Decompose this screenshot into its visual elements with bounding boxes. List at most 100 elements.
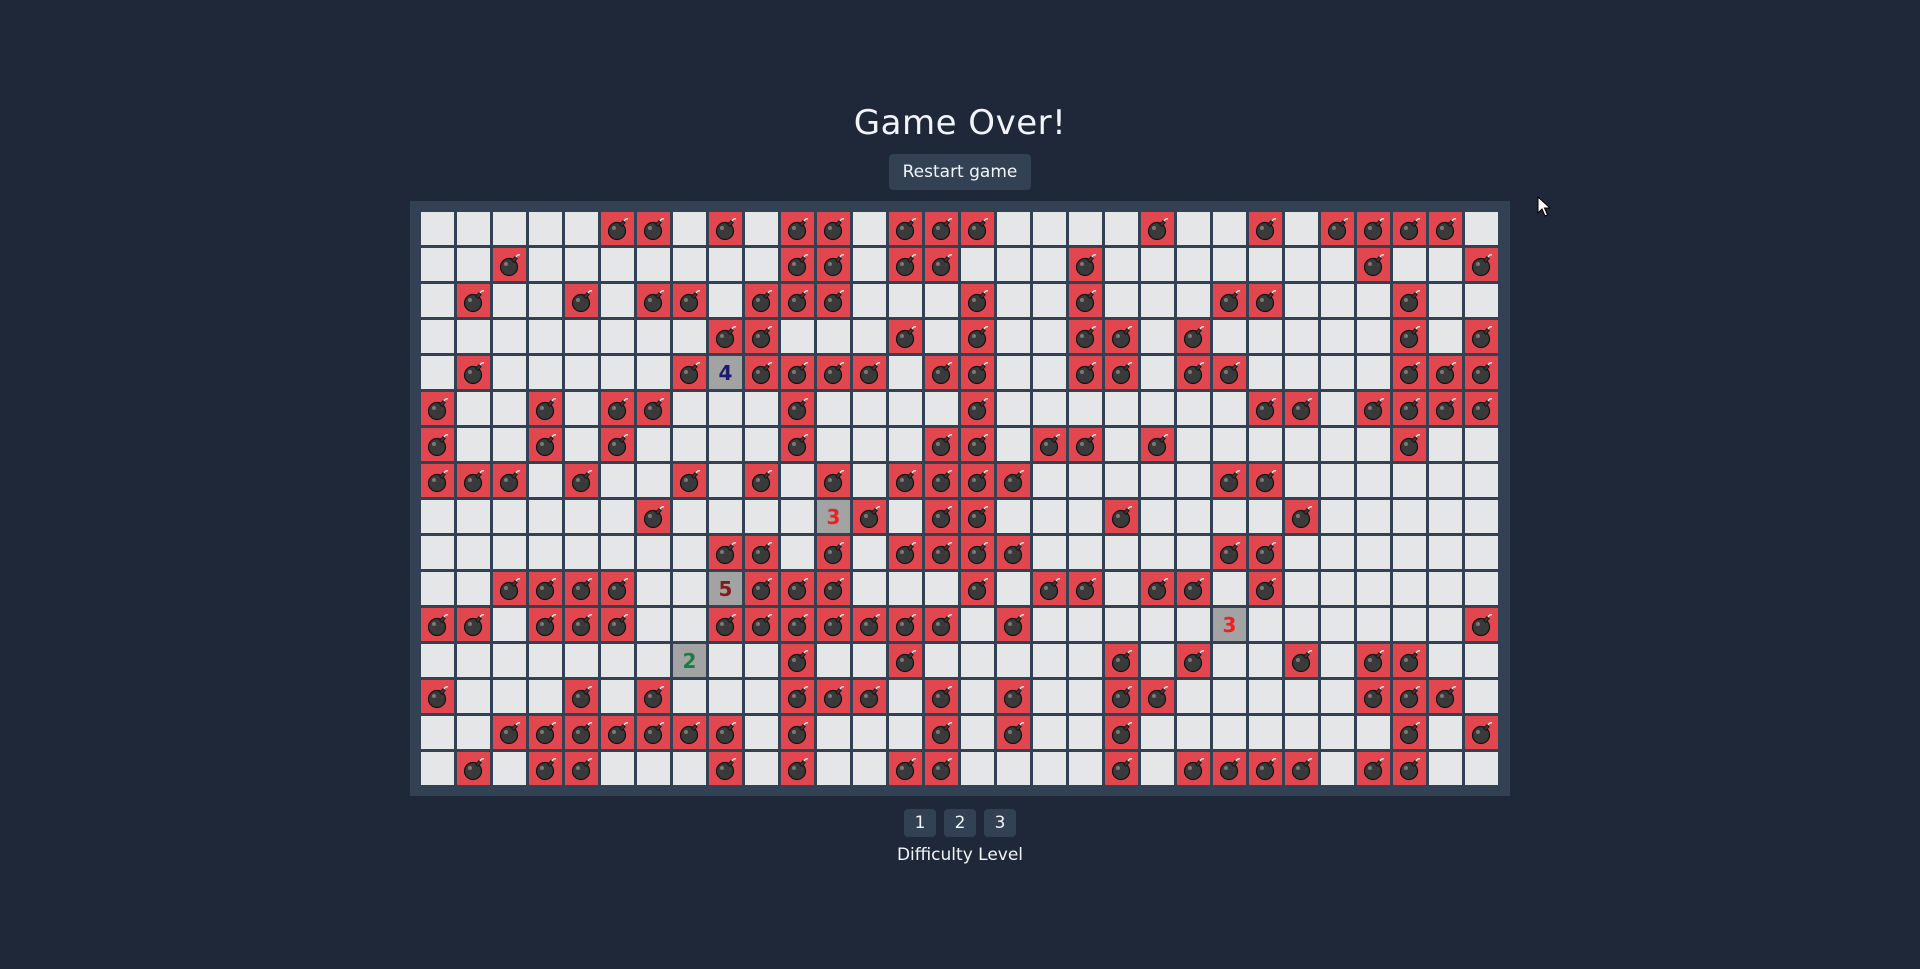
hidden-cell[interactable] <box>853 248 886 281</box>
hidden-cell[interactable] <box>853 212 886 245</box>
hidden-cell[interactable] <box>853 464 886 497</box>
hidden-cell[interactable] <box>925 320 958 353</box>
mine-cell[interactable] <box>601 572 634 605</box>
mine-cell[interactable] <box>1249 536 1282 569</box>
hidden-cell[interactable] <box>493 500 526 533</box>
mine-cell[interactable] <box>745 464 778 497</box>
hidden-cell[interactable] <box>637 428 670 461</box>
hidden-cell[interactable] <box>1033 680 1066 713</box>
mine-cell[interactable] <box>745 284 778 317</box>
mine-cell[interactable] <box>853 680 886 713</box>
mine-cell[interactable] <box>781 248 814 281</box>
mine-cell[interactable] <box>1177 572 1210 605</box>
hidden-cell[interactable] <box>781 320 814 353</box>
mine-cell[interactable] <box>457 356 490 389</box>
hidden-cell[interactable] <box>1429 500 1462 533</box>
hidden-cell[interactable] <box>1033 320 1066 353</box>
hidden-cell[interactable] <box>673 320 706 353</box>
mine-cell[interactable] <box>889 320 922 353</box>
mine-cell[interactable] <box>925 428 958 461</box>
mine-cell[interactable] <box>673 356 706 389</box>
hidden-cell[interactable] <box>961 644 994 677</box>
hidden-cell[interactable] <box>745 680 778 713</box>
hidden-cell[interactable] <box>493 536 526 569</box>
mine-cell[interactable] <box>781 572 814 605</box>
hidden-cell[interactable] <box>889 500 922 533</box>
mine-cell[interactable] <box>1213 284 1246 317</box>
mine-cell[interactable] <box>1285 392 1318 425</box>
hidden-cell[interactable] <box>457 536 490 569</box>
mine-cell[interactable] <box>1249 212 1282 245</box>
hidden-cell[interactable] <box>1429 644 1462 677</box>
hidden-cell[interactable] <box>493 212 526 245</box>
mine-cell[interactable] <box>781 752 814 785</box>
hidden-cell[interactable] <box>1429 248 1462 281</box>
mine-cell[interactable] <box>1357 248 1390 281</box>
hidden-cell[interactable] <box>529 248 562 281</box>
hidden-cell[interactable] <box>1069 608 1102 641</box>
hidden-cell[interactable] <box>457 644 490 677</box>
hidden-cell[interactable] <box>1105 212 1138 245</box>
mine-cell[interactable] <box>889 536 922 569</box>
hidden-cell[interactable] <box>1033 644 1066 677</box>
mine-cell[interactable] <box>1357 212 1390 245</box>
mine-cell[interactable] <box>889 752 922 785</box>
mine-cell[interactable] <box>817 536 850 569</box>
hidden-cell[interactable] <box>1357 536 1390 569</box>
mine-cell[interactable] <box>925 680 958 713</box>
hidden-cell[interactable] <box>1105 536 1138 569</box>
mine-cell[interactable] <box>709 212 742 245</box>
hidden-cell[interactable] <box>601 320 634 353</box>
mine-cell[interactable] <box>1069 248 1102 281</box>
hidden-cell[interactable] <box>817 752 850 785</box>
mine-cell[interactable] <box>1213 536 1246 569</box>
hidden-cell[interactable] <box>565 320 598 353</box>
hidden-cell[interactable] <box>421 716 454 749</box>
hidden-cell[interactable] <box>493 752 526 785</box>
mine-cell[interactable] <box>925 248 958 281</box>
mine-cell[interactable] <box>781 680 814 713</box>
hidden-cell[interactable] <box>781 536 814 569</box>
hidden-cell[interactable] <box>673 752 706 785</box>
hidden-cell[interactable] <box>457 716 490 749</box>
hidden-cell[interactable] <box>1357 572 1390 605</box>
mine-cell[interactable] <box>457 608 490 641</box>
difficulty-level-2-button[interactable]: 2 <box>944 809 976 837</box>
hidden-cell[interactable] <box>1393 608 1426 641</box>
hidden-cell[interactable] <box>1393 500 1426 533</box>
hidden-cell[interactable] <box>1213 248 1246 281</box>
mine-cell[interactable] <box>1069 284 1102 317</box>
mine-cell[interactable] <box>889 608 922 641</box>
hidden-cell[interactable] <box>1033 716 1066 749</box>
revealed-number-cell[interactable]: 3 <box>817 500 850 533</box>
hidden-cell[interactable] <box>529 500 562 533</box>
hidden-cell[interactable] <box>1285 572 1318 605</box>
mine-cell[interactable] <box>565 716 598 749</box>
hidden-cell[interactable] <box>1465 536 1498 569</box>
hidden-cell[interactable] <box>421 320 454 353</box>
hidden-cell[interactable] <box>493 392 526 425</box>
hidden-cell[interactable] <box>745 500 778 533</box>
revealed-number-cell[interactable]: 5 <box>709 572 742 605</box>
hidden-cell[interactable] <box>1069 716 1102 749</box>
hidden-cell[interactable] <box>889 284 922 317</box>
mine-cell[interactable] <box>1393 680 1426 713</box>
mine-cell[interactable] <box>1105 644 1138 677</box>
hidden-cell[interactable] <box>745 752 778 785</box>
hidden-cell[interactable] <box>601 752 634 785</box>
hidden-cell[interactable] <box>529 212 562 245</box>
hidden-cell[interactable] <box>1177 428 1210 461</box>
hidden-cell[interactable] <box>1177 608 1210 641</box>
mine-cell[interactable] <box>493 464 526 497</box>
hidden-cell[interactable] <box>457 428 490 461</box>
mine-cell[interactable] <box>781 212 814 245</box>
mine-cell[interactable] <box>925 356 958 389</box>
mine-cell[interactable] <box>1285 752 1318 785</box>
hidden-cell[interactable] <box>529 536 562 569</box>
mine-cell[interactable] <box>1069 356 1102 389</box>
hidden-cell[interactable] <box>1465 464 1498 497</box>
mine-cell[interactable] <box>637 500 670 533</box>
hidden-cell[interactable] <box>745 644 778 677</box>
hidden-cell[interactable] <box>1321 248 1354 281</box>
mine-cell[interactable] <box>1177 752 1210 785</box>
